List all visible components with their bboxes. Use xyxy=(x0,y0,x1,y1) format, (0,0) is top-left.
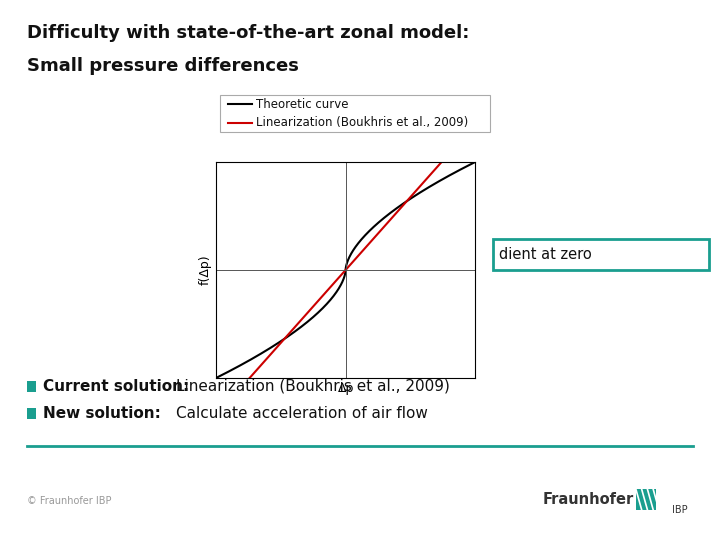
Text: Theoretic curve: Theoretic curve xyxy=(256,98,348,111)
Text: © Fraunhofer IBP: © Fraunhofer IBP xyxy=(27,496,112,506)
Text: Fraunhofer: Fraunhofer xyxy=(542,492,634,507)
Text: Linearization (Boukhris et al., 2009): Linearization (Boukhris et al., 2009) xyxy=(176,379,450,394)
Text: Small pressure differences: Small pressure differences xyxy=(27,57,300,75)
Text: New solution:: New solution: xyxy=(43,406,161,421)
Text: Difficulty with state-of-the-art zonal model:: Difficulty with state-of-the-art zonal m… xyxy=(27,24,469,42)
Text: dient at zero: dient at zero xyxy=(499,247,592,262)
X-axis label: Δp: Δp xyxy=(338,382,354,395)
Text: Calculate acceleration of air flow: Calculate acceleration of air flow xyxy=(176,406,428,421)
Text: IBP: IBP xyxy=(672,505,688,515)
Text: Current solution:: Current solution: xyxy=(43,379,189,394)
Y-axis label: f(Δp): f(Δp) xyxy=(199,255,212,285)
Text: Linearization (Boukhris et al., 2009): Linearization (Boukhris et al., 2009) xyxy=(256,116,468,129)
